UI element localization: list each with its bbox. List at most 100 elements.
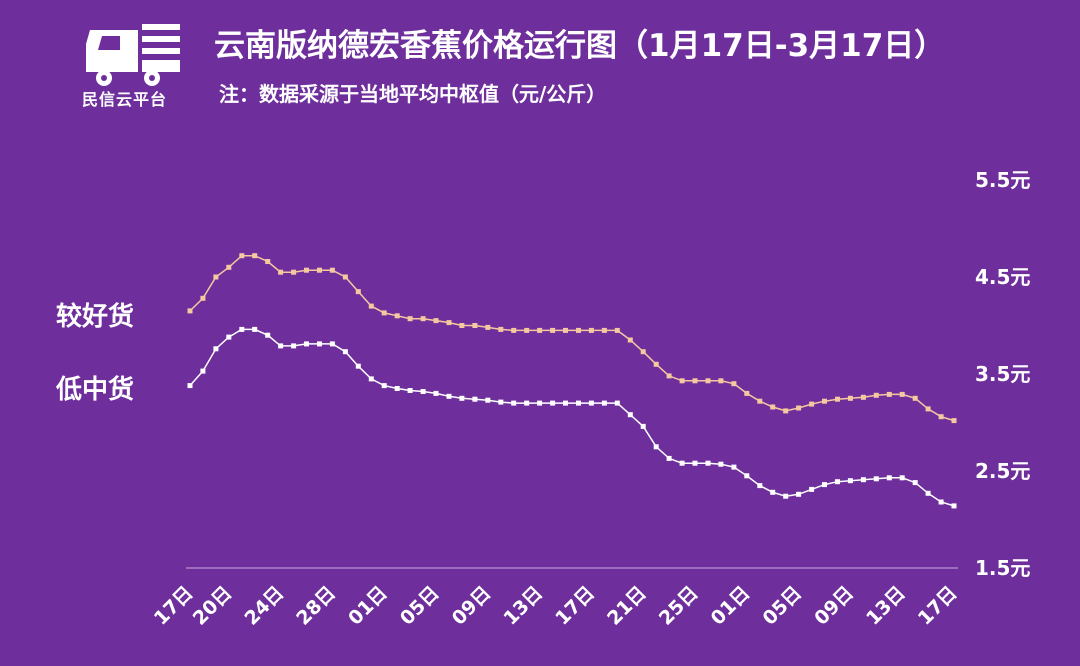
y-tick-label: 2.5元 <box>975 459 1030 483</box>
data-point <box>614 400 620 406</box>
data-point <box>835 396 840 402</box>
data-point <box>679 460 685 466</box>
y-axis-ticks: 5.5元 4.5元 3.5元 2.5元 1.5元 <box>975 168 1030 580</box>
data-point <box>252 326 258 332</box>
data-point <box>472 396 478 402</box>
x-tick-label: 17日 <box>551 582 599 630</box>
data-point <box>705 378 711 384</box>
logo-text: 民信云平台 <box>82 90 168 109</box>
data-point <box>394 386 400 391</box>
data-point <box>886 391 892 397</box>
data-point <box>757 483 763 489</box>
data-point <box>718 378 724 384</box>
x-tick-label: 05日 <box>758 582 806 630</box>
data-point <box>951 418 957 424</box>
data-point <box>537 400 543 406</box>
data-point <box>252 253 258 259</box>
y-tick-label: 3.5元 <box>975 362 1030 386</box>
y-tick-label: 4.5元 <box>975 265 1030 289</box>
data-point <box>653 361 659 367</box>
data-point <box>239 253 245 259</box>
data-point <box>511 400 517 406</box>
data-point <box>938 499 944 505</box>
x-tick-label: 21日 <box>603 582 651 630</box>
data-point <box>213 274 219 280</box>
data-point <box>576 327 581 333</box>
data-point <box>666 373 672 379</box>
data-point <box>873 392 879 398</box>
data-point <box>355 363 361 369</box>
data-point <box>304 341 309 347</box>
data-point <box>692 378 698 384</box>
y-tick-label: 1.5元 <box>975 556 1030 580</box>
x-tick-label: 13日 <box>499 582 547 630</box>
data-point <box>666 455 672 461</box>
data-point <box>731 381 737 387</box>
x-tick-label: 09日 <box>810 582 858 630</box>
data-point <box>550 327 556 333</box>
data-point <box>563 400 568 406</box>
data-point <box>200 295 206 301</box>
data-point <box>407 316 413 322</box>
data-point <box>783 493 789 499</box>
chart-title: 云南版纳德宏香蕉价格运行图（1月17日-3月17日） <box>214 28 946 64</box>
data-point <box>317 267 322 273</box>
data-point <box>355 289 361 295</box>
data-point <box>744 390 750 396</box>
data-point <box>239 326 245 332</box>
data-point <box>627 337 633 343</box>
x-tick-label: 01日 <box>707 582 755 630</box>
data-point <box>433 390 439 396</box>
data-point <box>588 327 594 333</box>
data-point <box>278 343 284 349</box>
data-point <box>524 327 530 333</box>
x-tick-label: 20日 <box>189 582 237 630</box>
data-point <box>498 326 504 332</box>
x-tick-label: 17日 <box>914 582 962 630</box>
data-point <box>640 349 646 355</box>
series-low <box>187 326 957 509</box>
x-tick-label: 24日 <box>240 582 288 630</box>
data-point <box>213 346 219 352</box>
data-point <box>679 378 685 384</box>
data-point <box>291 269 297 275</box>
data-point <box>627 412 633 418</box>
data-point <box>601 400 607 406</box>
data-point <box>822 398 827 404</box>
y-tick-label: 5.5元 <box>975 168 1030 192</box>
data-point <box>718 461 724 467</box>
data-point <box>329 267 335 273</box>
data-point <box>226 264 232 270</box>
data-point <box>860 477 866 483</box>
data-point <box>886 475 892 481</box>
data-point <box>187 308 193 314</box>
data-point <box>446 320 452 326</box>
data-point <box>187 383 193 389</box>
data-point <box>265 259 271 264</box>
data-point <box>640 423 646 429</box>
x-tick-label: 17日 <box>150 582 198 630</box>
data-point <box>278 269 284 275</box>
data-point <box>537 327 543 333</box>
data-point <box>925 406 931 412</box>
x-tick-label: 25日 <box>655 582 703 630</box>
data-point <box>200 368 206 374</box>
chart-subtitle: 注：数据采源于当地平均中枢值（元/公斤） <box>219 82 607 106</box>
data-point <box>873 476 879 482</box>
data-point <box>420 316 426 322</box>
data-point <box>550 400 556 406</box>
data-point <box>588 400 594 406</box>
series-label: 较好货 <box>56 301 134 332</box>
data-point <box>835 479 840 485</box>
data-point <box>770 404 776 410</box>
x-tick-label: 09日 <box>448 582 496 630</box>
data-point <box>692 460 698 466</box>
data-point <box>459 323 465 328</box>
data-point <box>860 394 866 400</box>
data-point <box>446 393 452 399</box>
data-point <box>796 405 802 411</box>
data-point <box>601 327 607 333</box>
